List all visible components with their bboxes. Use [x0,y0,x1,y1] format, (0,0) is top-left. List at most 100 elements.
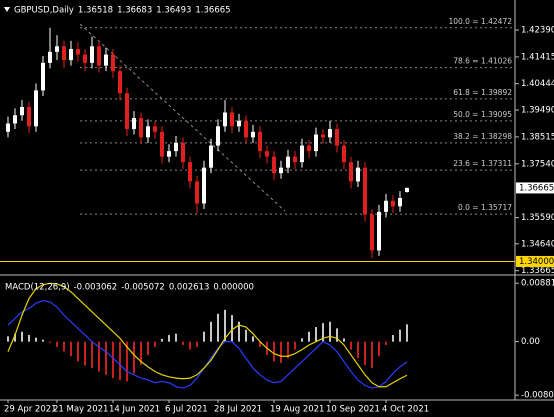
x-tick-label: 29 Apr 2021 [4,405,57,415]
candle-body [321,134,325,138]
macd-histogram-bar [385,341,387,345]
fib-label: 61.8 = 1.39892 [453,88,512,97]
macd-histogram-bar [259,341,261,347]
macd-histogram-bar [238,321,240,342]
candle-body [370,214,374,251]
x-tick-label: 28 Jul 2021 [214,405,262,415]
chart-header: 1.36665 [195,6,230,16]
macd-histogram-bar [301,338,303,342]
chart-header: 1.36518 [78,6,113,16]
y-tick-label: 1.40444 [521,79,554,89]
macd-histogram-bar [406,324,408,342]
chart-header: 1.36683 [117,6,152,16]
macd-histogram-bar [119,341,121,381]
candle-body [20,106,24,116]
candle-body [55,46,59,52]
candle-body [293,156,297,163]
macd-histogram-bar [14,333,16,342]
macd-histogram-bar [98,341,100,372]
macd-histogram-bar [147,341,149,355]
macd-histogram-bar [217,313,219,342]
macd-header: -0.003062 [74,283,118,293]
macd-histogram-bar [56,341,58,347]
macd-histogram-bar [287,341,289,359]
y-tick-label: -0.00807 [521,391,554,401]
y-tick-label: 1.33665 [521,266,554,276]
macd-histogram-bar [210,321,212,342]
macd-header: 0.002613 [169,283,210,293]
macd-histogram-bar [70,341,72,357]
macd-histogram-bar [196,341,198,347]
support-label-box [516,255,554,267]
y-tick-label: 1.34640 [521,239,554,249]
candle-body [62,46,66,61]
macd-histogram-bar [154,341,156,347]
macd-histogram-bar [280,341,282,363]
macd-histogram-bar [336,328,338,342]
candle-body [27,106,31,127]
candle-body [356,167,360,182]
candle-body [167,151,171,157]
macd-histogram-bar [371,341,373,369]
candle-body [230,112,234,127]
macd-histogram-bar [343,338,345,342]
candle-body [349,162,353,182]
candle-body [314,134,318,152]
candle-body [188,162,192,182]
macd-histogram-bar [77,341,79,362]
fib-label: 38.2 = 1.38298 [453,132,512,141]
macd-histogram-bar [140,341,142,365]
macd-histogram-bar [399,329,401,342]
macd-header: -0.005072 [121,283,165,293]
macd-histogram-bar [126,341,128,382]
current-price-box [516,182,554,194]
macd-histogram-bar [252,336,254,342]
macd-histogram-bar [322,323,324,342]
candle-body [104,54,108,66]
fib-label: 0.0 = 1.35717 [458,203,512,212]
macd-histogram-bar [112,341,114,379]
candle-body [41,62,45,91]
macd-main-line [7,299,408,389]
macd-histogram-bar [133,341,135,374]
macd-histogram-bar [350,341,352,350]
fib-label: 23.6 = 1.37311 [453,159,512,168]
macd-histogram-bar [357,341,359,359]
x-tick-label: 4 Oct 2021 [382,405,429,415]
x-tick-label: 10 Sep 2021 [326,405,380,415]
macd-histogram-bar [49,341,51,343]
fib-label: 100.0 = 1.42472 [448,17,512,26]
macd-histogram-bar [392,335,394,342]
candle-body [195,181,199,204]
candle-body [398,198,402,207]
x-tick-label: 19 Aug 2021 [270,405,324,415]
macd-histogram-bar [105,341,107,375]
macd-histogram-bar [21,331,23,342]
candle-body [384,200,388,212]
macd-histogram-bar [28,335,30,342]
candle-body [139,118,143,138]
macd-histogram-bar [203,331,205,342]
candle-body [342,145,346,163]
collapse-icon[interactable] [4,7,10,12]
candle-body [118,71,122,94]
macd-histogram-bar [42,339,44,342]
candle-body [300,145,304,163]
y-tick-label: 1.41415 [521,52,554,62]
x-tick-label: 21 May 2021 [53,405,108,415]
x-tick-label: 14 Jun 2021 [109,405,160,415]
macd-header: 0.000000 [213,283,254,293]
candle-body [251,131,255,138]
candle-body [307,145,311,152]
x-tick-label: 6 Jul 2021 [165,405,208,415]
macd-histogram-bar [175,333,177,342]
candle-body [328,129,332,138]
support-label: 1.34000 [519,257,554,267]
candle-body [69,49,73,61]
macd-histogram-bar [161,339,163,342]
macd-histogram-bar [35,337,37,342]
macd-histogram-bar [182,341,184,345]
candle-body [244,120,248,138]
candle-body [160,131,164,157]
macd-histogram-bar [364,341,366,365]
